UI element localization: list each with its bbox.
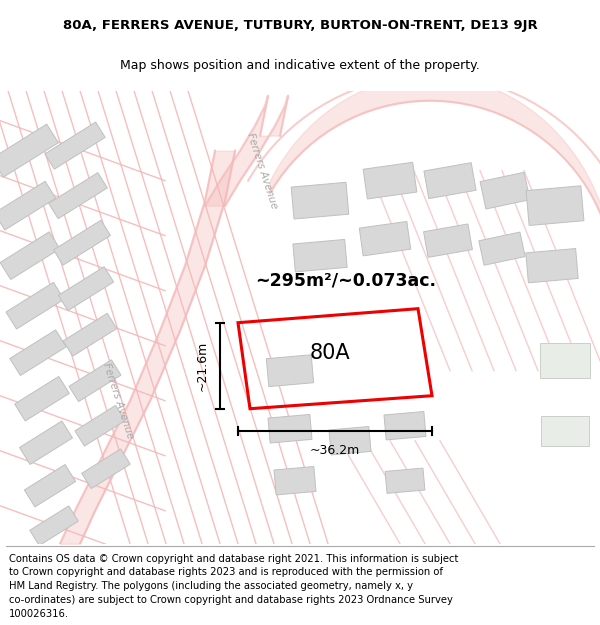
Text: ~21.6m: ~21.6m — [196, 341, 209, 391]
Polygon shape — [526, 249, 578, 282]
Polygon shape — [291, 182, 349, 219]
Polygon shape — [69, 360, 121, 402]
Polygon shape — [479, 232, 525, 265]
Polygon shape — [82, 449, 130, 489]
Polygon shape — [268, 414, 312, 443]
Text: Ferrers Avenue: Ferrers Avenue — [245, 131, 279, 210]
Polygon shape — [266, 355, 314, 387]
Polygon shape — [293, 239, 347, 272]
Polygon shape — [526, 186, 584, 226]
Text: co-ordinates) are subject to Crown copyright and database rights 2023 Ordnance S: co-ordinates) are subject to Crown copyr… — [9, 595, 453, 605]
Polygon shape — [19, 421, 73, 464]
Text: HM Land Registry. The polygons (including the associated geometry, namely x, y: HM Land Registry. The polygons (includin… — [9, 581, 413, 591]
Text: 80A, FERRERS AVENUE, TUTBURY, BURTON-ON-TRENT, DE13 9JR: 80A, FERRERS AVENUE, TUTBURY, BURTON-ON-… — [62, 19, 538, 32]
Polygon shape — [30, 506, 78, 546]
Polygon shape — [329, 426, 371, 455]
Text: Ferrers Avenue: Ferrers Avenue — [101, 361, 135, 440]
Polygon shape — [53, 220, 110, 265]
Polygon shape — [384, 411, 426, 440]
Text: ~295m²/~0.073ac.: ~295m²/~0.073ac. — [255, 272, 436, 289]
Polygon shape — [424, 162, 476, 199]
Text: ~36.2m: ~36.2m — [310, 444, 360, 458]
Polygon shape — [58, 267, 113, 311]
Polygon shape — [274, 466, 316, 495]
Text: to Crown copyright and database rights 2023 and is reproduced with the permissio: to Crown copyright and database rights 2… — [9, 568, 443, 578]
Polygon shape — [363, 162, 417, 199]
Polygon shape — [49, 173, 107, 219]
Text: Map shows position and indicative extent of the property.: Map shows position and indicative extent… — [120, 59, 480, 72]
Polygon shape — [540, 343, 590, 378]
Text: 100026316.: 100026316. — [9, 609, 69, 619]
Polygon shape — [6, 282, 64, 329]
Polygon shape — [75, 406, 125, 446]
Polygon shape — [541, 416, 589, 446]
Polygon shape — [45, 122, 105, 169]
Polygon shape — [0, 181, 56, 230]
Polygon shape — [14, 376, 70, 421]
Polygon shape — [480, 173, 530, 209]
Polygon shape — [385, 468, 425, 493]
Polygon shape — [424, 224, 472, 258]
Text: 80A: 80A — [310, 342, 350, 362]
Text: Contains OS data © Crown copyright and database right 2021. This information is : Contains OS data © Crown copyright and d… — [9, 554, 458, 564]
Polygon shape — [25, 464, 76, 507]
Polygon shape — [0, 124, 58, 177]
Polygon shape — [10, 330, 66, 376]
Polygon shape — [63, 313, 117, 356]
Polygon shape — [359, 221, 411, 256]
Polygon shape — [0, 232, 60, 279]
